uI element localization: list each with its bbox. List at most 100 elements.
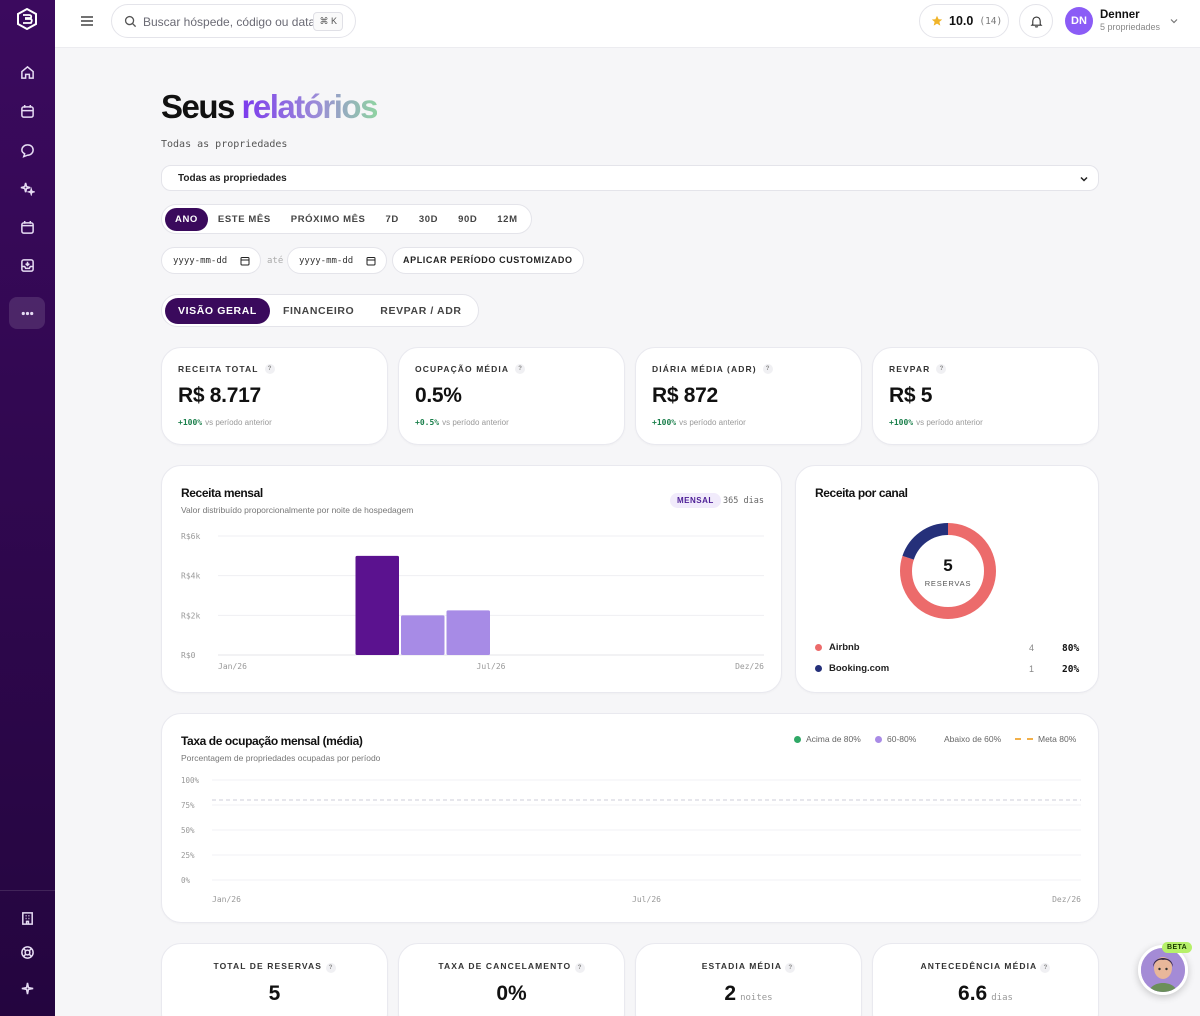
app-logo-icon[interactable] bbox=[16, 8, 38, 30]
help-icon[interactable]: ? bbox=[1040, 963, 1051, 973]
help-icon[interactable]: ? bbox=[762, 364, 773, 374]
kpi-delta: +0.5% bbox=[415, 418, 440, 427]
x-tick-label: Jul/26 bbox=[477, 662, 506, 671]
revenue-chart-card: Receita mensal Valor distribuído proporc… bbox=[161, 465, 782, 693]
legend-pct: 20% bbox=[1062, 664, 1080, 675]
kpi-label: REVPAR bbox=[889, 364, 931, 374]
kpi-value: R$ 5 bbox=[889, 384, 933, 407]
help-icon[interactable]: ? bbox=[936, 364, 947, 374]
legend-booking: Booking.com bbox=[815, 663, 889, 674]
help-icon[interactable]: ? bbox=[574, 963, 585, 973]
sidebar-divider bbox=[0, 890, 55, 891]
kpi-card-adr: DIÁRIA MÉDIA (ADR)? R$ 872 +100% vs perío… bbox=[635, 347, 862, 445]
y-tick-label: R$4k bbox=[181, 572, 200, 581]
calendar-icon[interactable] bbox=[13, 97, 41, 125]
calendar-icon[interactable] bbox=[366, 256, 376, 266]
home-icon[interactable] bbox=[13, 58, 41, 86]
period-90d[interactable]: 90D bbox=[458, 213, 478, 225]
kpi-label: OCUPAÇÃO MÉDIA bbox=[415, 364, 510, 374]
chevron-down-icon[interactable] bbox=[1169, 16, 1179, 26]
kpi-delta-text: vs período anterior bbox=[679, 418, 746, 427]
stat-label-wrap: TOTAL DE RESERVAS ? bbox=[162, 961, 387, 973]
rating-score: 10.0 bbox=[949, 14, 974, 28]
y-tick-label: 0% bbox=[181, 876, 191, 885]
bar-Mai/26 bbox=[401, 615, 445, 655]
chevron-down-icon bbox=[1080, 176, 1088, 182]
legend-label: Abaixo de 60% bbox=[944, 734, 1002, 744]
stat-label: ANTECEDÊNCIA MÉDIA bbox=[920, 961, 1037, 971]
notifications-button[interactable] bbox=[1019, 4, 1053, 38]
chat-icon[interactable] bbox=[13, 136, 41, 164]
help-icon[interactable]: ? bbox=[264, 364, 275, 374]
legend-label: Acima de 80% bbox=[806, 734, 861, 744]
stat-label: ESTADIA MÉDIA bbox=[701, 961, 782, 971]
legend-pct: 80% bbox=[1062, 643, 1080, 654]
more-icon[interactable] bbox=[9, 297, 45, 329]
airbnb-dot bbox=[815, 644, 822, 651]
assistant-avatar-button[interactable] bbox=[1138, 945, 1188, 995]
period-este-mes[interactable]: ESTE MÊS bbox=[217, 213, 271, 225]
tab-visao-geral[interactable]: VISÃO GERAL bbox=[165, 297, 270, 324]
sparkles-icon[interactable] bbox=[13, 174, 41, 202]
x-tick-label: Jan/26 bbox=[218, 662, 247, 671]
y-tick-label: R$2k bbox=[181, 611, 200, 620]
y-tick-label: 50% bbox=[181, 826, 195, 835]
revenue-card-title: Receita mensal bbox=[181, 486, 263, 500]
kpi-delta: +100% bbox=[889, 418, 914, 427]
start-date-field[interactable]: yyyy-mm-dd bbox=[161, 247, 261, 274]
legend-60-80: 60-80% bbox=[875, 734, 916, 744]
reservations-icon[interactable] bbox=[13, 213, 41, 241]
kpi-value: 0.5% bbox=[415, 384, 462, 407]
period-ano[interactable]: ANO bbox=[165, 207, 208, 231]
building-icon[interactable] bbox=[13, 904, 41, 932]
tab-revpar-adr[interactable]: REVPAR / ADR bbox=[380, 304, 462, 317]
user-name[interactable]: Denner bbox=[1100, 9, 1140, 21]
stat-value: 2 bbox=[724, 982, 737, 1005]
legend-count: 4 bbox=[1029, 643, 1035, 653]
help-icon[interactable]: ? bbox=[325, 963, 336, 973]
channel-donut-chart bbox=[900, 523, 996, 619]
y-tick-label: R$6k bbox=[181, 532, 200, 541]
occupancy-chart-card: Taxa de ocupação mensal (média) Porcenta… bbox=[161, 713, 1099, 923]
support-icon[interactable] bbox=[13, 938, 41, 966]
help-icon[interactable]: ? bbox=[515, 364, 526, 374]
stat-value-wrap: 5 bbox=[162, 982, 387, 1006]
search-bar[interactable]: ⌘ K bbox=[111, 4, 356, 38]
avatar[interactable]: DN bbox=[1065, 7, 1093, 35]
menu-icon[interactable] bbox=[79, 13, 95, 29]
x-tick-label: Dez/26 bbox=[735, 662, 764, 671]
end-date-field[interactable]: yyyy-mm-dd bbox=[287, 247, 387, 274]
star-icon bbox=[931, 15, 943, 26]
search-input[interactable] bbox=[143, 13, 318, 31]
kpi-label-wrap: OCUPAÇÃO MÉDIA? bbox=[415, 364, 526, 374]
x-tick-label: Jan/26 bbox=[212, 895, 241, 904]
stat-card-estadia: ESTADIA MÉDIA ? 2 noites bbox=[635, 943, 862, 1016]
kpi-delta-wrap: +100% vs período anterior bbox=[178, 418, 272, 427]
apply-custom-period-button[interactable]: APLICAR PERÍODO CUSTOMIZADO bbox=[392, 247, 584, 274]
property-select[interactable]: Todas as propriedades bbox=[161, 165, 1099, 191]
kpi-label-wrap: RECEITA TOTAL? bbox=[178, 364, 275, 374]
channel-chart-card: Receita por canal 5 RESERVAS Airbnb 4 80… bbox=[795, 465, 1099, 693]
calendar-icon[interactable] bbox=[240, 256, 250, 266]
kpi-delta: +100% bbox=[652, 418, 677, 427]
stat-card-reservas: TOTAL DE RESERVAS ? 5 bbox=[161, 943, 388, 1016]
page-title-plain: Seus bbox=[161, 88, 235, 125]
magic-icon[interactable] bbox=[13, 974, 41, 1002]
inbox-icon[interactable] bbox=[13, 251, 41, 279]
legend-meta-80: Meta 80% bbox=[1015, 734, 1076, 744]
kpi-delta-wrap: +0.5% vs período anterior bbox=[415, 418, 509, 427]
kpi-delta-wrap: +100% vs período anterior bbox=[652, 418, 746, 427]
legend-label: 60-80% bbox=[887, 734, 917, 744]
page-subtitle: Todas as propriedades bbox=[161, 139, 288, 150]
period-7d[interactable]: 7D bbox=[385, 213, 399, 225]
kpi-delta-wrap: +100% vs período anterior bbox=[889, 418, 983, 427]
period-12m[interactable]: 12M bbox=[497, 213, 518, 225]
stat-value-wrap: 0% bbox=[399, 982, 624, 1006]
period-30d[interactable]: 30D bbox=[418, 213, 439, 225]
rating-badge[interactable]: 10.0 (14) bbox=[919, 4, 1009, 38]
y-tick-label: 100% bbox=[181, 776, 200, 785]
help-icon[interactable]: ? bbox=[785, 963, 796, 973]
period-proximo-mes[interactable]: PRÓXIMO MÊS bbox=[290, 213, 366, 225]
tab-financeiro[interactable]: FINANCEIRO bbox=[282, 304, 355, 317]
stat-label: TAXA DE CANCELAMENTO bbox=[438, 961, 572, 971]
